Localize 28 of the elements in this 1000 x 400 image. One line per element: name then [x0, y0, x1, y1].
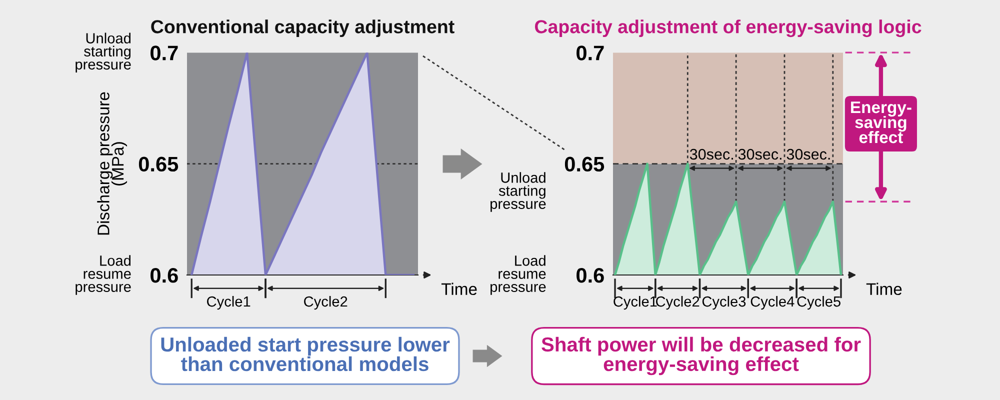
text: Unload starting pressure — [76, 32, 131, 72]
y-axis-title: Discharge pressure (MPa) — [97, 92, 128, 235]
y-tick-label: 0.6 — [150, 268, 178, 283]
text: Cycle1 — [207, 296, 250, 310]
text: Cycle4 — [750, 296, 794, 310]
text: Unloaded start pressure lower than conventional models — [161, 336, 450, 372]
chart-title: Capacity adjustment of energy-saving logic — [534, 20, 922, 38]
text: Cycle2 — [656, 296, 700, 310]
y-tick-label: 0.65 — [138, 156, 178, 172]
y-tick-label: 0.7 — [576, 46, 604, 60]
text: Cycle5 — [797, 296, 840, 310]
text: Energy- saving effect — [851, 102, 912, 144]
text: Cycle3 — [702, 296, 746, 310]
y-tick-label: 0.65 — [564, 156, 604, 172]
text: Load resume pressure — [76, 255, 131, 295]
text: Load resume pressure — [490, 255, 546, 295]
annotation: 30sec. — [738, 148, 782, 160]
x-axis-title: Time — [441, 282, 477, 296]
y-tick-label: 0.7 — [150, 46, 178, 60]
annotation: 30sec. — [786, 148, 830, 160]
text: Cycle2 — [304, 296, 348, 310]
y-tick-label: 0.6 — [576, 268, 604, 283]
text: Unload starting pressure — [490, 172, 546, 212]
annotation: 30sec. — [690, 148, 733, 160]
chart-title: Conventional capacity adjustment — [151, 20, 454, 38]
text: Shaft power will be decreased for energy-saving effect — [542, 336, 861, 376]
text: Cycle1 — [614, 296, 657, 310]
x-axis-title: Time — [866, 282, 902, 296]
